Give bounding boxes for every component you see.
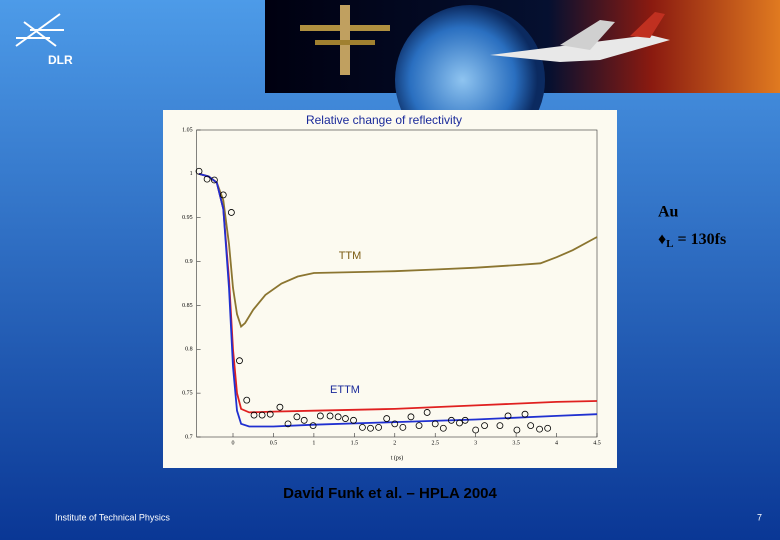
caption: David Funk et al. – HPLA 2004 <box>283 485 497 502</box>
chart: Relative change of reflectivity t (ps) 0… <box>182 113 601 461</box>
data-point <box>236 357 243 365</box>
page-number: 7 <box>757 512 762 522</box>
x-tick-label: 2.5 <box>431 440 439 446</box>
x-tick-label: 1 <box>312 440 315 446</box>
subscript: L <box>666 238 673 250</box>
data-point <box>359 423 366 431</box>
y-tick-label: 1.05 <box>182 127 193 133</box>
x-tick-label: 4 <box>555 440 558 446</box>
data-point <box>316 412 324 420</box>
y-tick-label: 0.7 <box>185 434 193 440</box>
x-axis-label: t (ps) <box>391 454 404 461</box>
data-point <box>266 410 274 418</box>
series-label: ETTM <box>330 384 360 396</box>
data-point <box>326 412 334 420</box>
x-tick-label: 3 <box>474 440 477 446</box>
data-point <box>342 415 349 422</box>
x-tick-label: 4.5 <box>593 440 601 446</box>
data-point <box>219 191 227 199</box>
footer: Institute of Technical Physics <box>55 512 170 522</box>
annotation-material: Au <box>658 204 679 221</box>
y-tick-label: 0.85 <box>182 303 193 309</box>
data-point <box>399 423 407 431</box>
data-point <box>383 415 391 422</box>
symbol: ♦ <box>658 231 666 248</box>
x-tick-label: 2 <box>393 440 396 446</box>
y-tick-label: 0.75 <box>182 391 193 397</box>
value: = 130fs <box>678 231 727 248</box>
data-point <box>481 422 488 429</box>
data-point <box>527 422 535 429</box>
data-point <box>407 413 415 421</box>
data-point <box>439 424 447 432</box>
data-point <box>415 422 423 429</box>
data-point <box>227 209 235 216</box>
data-point <box>210 176 218 184</box>
data-point <box>431 420 439 428</box>
data-point <box>258 411 266 419</box>
data-point <box>284 420 292 428</box>
chart-title: Relative change of reflectivity <box>306 113 462 127</box>
logo <box>15 13 64 47</box>
data-point <box>293 413 301 421</box>
series-label: TTM <box>339 250 362 262</box>
data-point <box>367 424 374 432</box>
data-point <box>496 422 504 429</box>
data-point <box>423 409 431 416</box>
plot-frame <box>196 129 598 438</box>
data-point <box>536 425 543 433</box>
data-point <box>334 413 342 421</box>
data-point <box>456 419 463 427</box>
y-tick-label: 1 <box>190 171 193 177</box>
data-point <box>391 420 399 428</box>
data-point <box>309 422 317 429</box>
series-line <box>198 173 598 329</box>
data-point <box>521 410 529 418</box>
data-point <box>276 403 284 411</box>
y-tick-label: 0.8 <box>185 347 193 353</box>
y-tick-label: 0.95 <box>182 215 193 221</box>
annotation-parameter: ♦L = 130fs <box>658 231 726 250</box>
y-tick-label: 0.9 <box>185 259 193 265</box>
chart-panel <box>163 110 617 468</box>
data-point <box>195 167 203 175</box>
x-tick-label: 1.5 <box>351 440 359 446</box>
data-point <box>203 175 211 183</box>
data-point <box>350 416 357 424</box>
x-tick-label: 0 <box>232 440 235 446</box>
data-point <box>300 416 308 424</box>
logo-text: DLR <box>48 53 73 67</box>
data-point <box>250 411 258 419</box>
data-point <box>375 423 383 431</box>
x-tick-label: 0.5 <box>270 440 278 446</box>
data-point <box>243 396 251 404</box>
x-tick-label: 3.5 <box>512 440 520 446</box>
data-point <box>504 412 512 420</box>
data-point <box>447 416 455 424</box>
data-point <box>461 416 469 424</box>
data-point <box>472 426 480 434</box>
data-point <box>513 426 521 434</box>
data-point <box>544 424 552 432</box>
